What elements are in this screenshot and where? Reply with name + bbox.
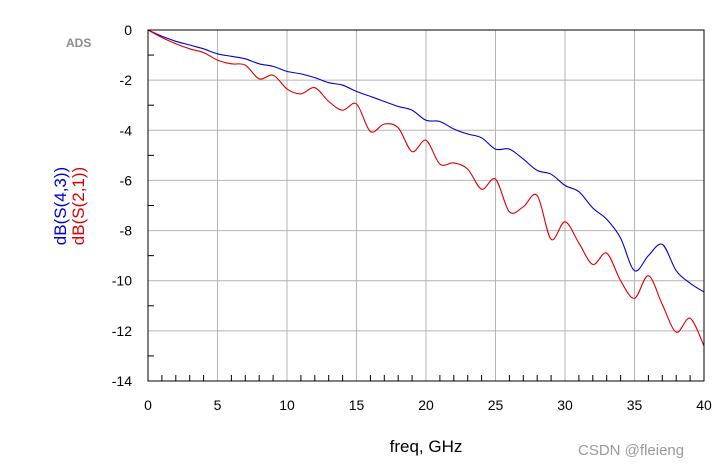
watermark: CSDN @fleieng <box>578 442 684 459</box>
x-tick-label: 25 <box>488 397 504 413</box>
ads-logo: ADS <box>66 36 91 50</box>
x-tick-label: 10 <box>279 397 295 413</box>
y-tick-label: -14 <box>112 373 132 389</box>
series-line-1 <box>147 29 705 293</box>
y-axis-labels: dB(S(4,3)) dB(S(2,1)) <box>51 167 88 245</box>
x-axis-label: freq, GHz <box>390 437 463 456</box>
grid-lines <box>147 29 705 382</box>
series-line-2 <box>147 29 705 347</box>
y-tick-label: -12 <box>112 323 132 339</box>
x-tick-label: 40 <box>696 397 712 413</box>
minor-ticks <box>148 54 691 381</box>
y-tick-label: -2 <box>120 72 133 88</box>
x-tick-label: 35 <box>627 397 643 413</box>
y-tick-label: 0 <box>124 22 132 38</box>
x-tick-label: 30 <box>557 397 573 413</box>
x-tick-labels: 0 5 10 15 20 25 30 35 40 <box>144 397 712 413</box>
x-tick-label: 20 <box>418 397 434 413</box>
plot-frame <box>147 29 705 382</box>
x-tick-label: 5 <box>214 397 222 413</box>
x-tick-label: 15 <box>349 397 365 413</box>
y-tick-label: -4 <box>120 122 133 138</box>
series-lines <box>147 29 705 347</box>
y-tick-label: -8 <box>120 223 133 239</box>
y-tick-label: -10 <box>112 273 132 289</box>
y-axis-label-series-2: dB(S(2,1)) <box>69 167 88 245</box>
y-tick-label: -6 <box>120 172 133 188</box>
y-tick-labels: 0 -2 -4 -6 -8 -10 -12 -14 <box>112 22 132 389</box>
y-axis-label-series-1: dB(S(4,3)) <box>51 167 70 245</box>
x-tick-label: 0 <box>144 397 152 413</box>
